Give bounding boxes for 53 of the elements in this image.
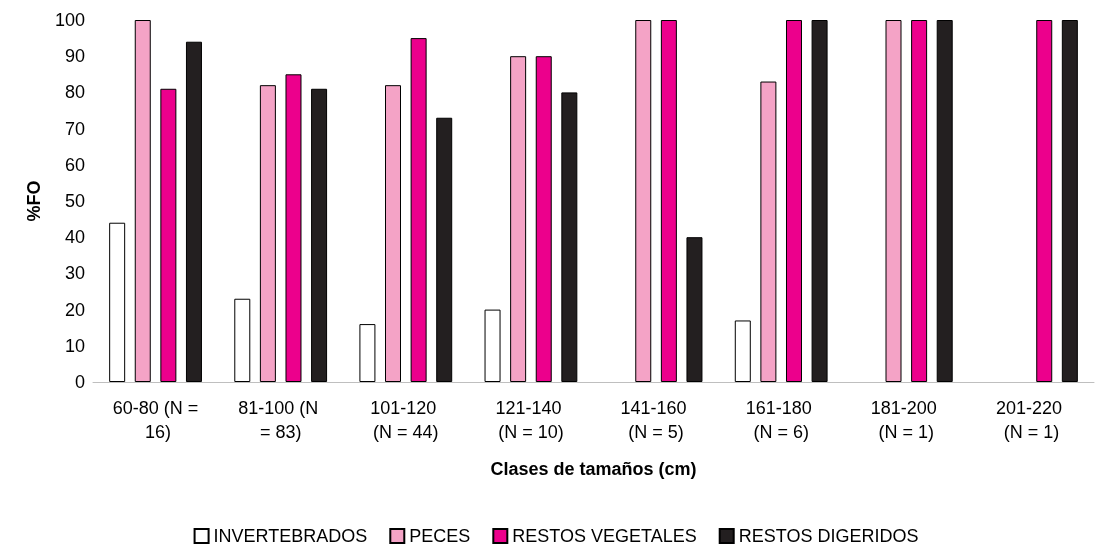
legend-label: RESTOS VEGETALES xyxy=(512,526,697,546)
y-tick-label: 40 xyxy=(64,227,85,248)
y-tick-label: 10 xyxy=(64,335,85,356)
x-tick-label: 201-220 (N = 1) xyxy=(995,398,1067,442)
y-tick-label: 0 xyxy=(74,372,85,392)
bar xyxy=(686,237,703,382)
bar xyxy=(234,298,251,382)
bar xyxy=(285,74,302,382)
bar xyxy=(911,20,928,382)
bar xyxy=(734,320,751,382)
x-tick-label: 181-200 (N = 1) xyxy=(870,398,942,442)
y-tick-label: 70 xyxy=(64,118,85,139)
bar xyxy=(785,20,802,382)
x-tick-label: 161-180 (N = 6) xyxy=(745,398,817,442)
y-tick-label: 100 xyxy=(54,10,85,30)
x-tick-label: 81-100 (N = 83) xyxy=(238,398,324,442)
y-tick-label: 30 xyxy=(64,263,85,284)
x-tick-label: 60-80 (N = 16) xyxy=(112,398,199,442)
bar xyxy=(811,20,828,382)
bar xyxy=(1061,20,1078,382)
legend-label: RESTOS DIGERIDOS xyxy=(738,526,919,546)
bar xyxy=(635,20,652,382)
y-axis-title: %FO xyxy=(24,180,44,222)
bar xyxy=(885,20,902,382)
bar xyxy=(436,117,453,382)
bar xyxy=(385,85,402,382)
legend-label: INVERTEBRADOS xyxy=(213,526,368,546)
bar xyxy=(185,41,202,382)
bar xyxy=(359,324,376,382)
y-tick-label: 60 xyxy=(64,154,85,175)
x-axis-title: Clases de tamaños (cm) xyxy=(490,459,697,479)
bar xyxy=(561,92,578,382)
bar xyxy=(160,88,177,382)
y-tick-label: 50 xyxy=(64,191,85,211)
bar xyxy=(109,222,126,382)
bar xyxy=(936,20,953,382)
bar xyxy=(410,38,427,382)
x-tick-label: 121-140 (N = 10) xyxy=(495,398,567,442)
x-tick-label: 141-160 (N = 5) xyxy=(620,398,692,442)
bar xyxy=(311,88,328,382)
y-tick-label: 80 xyxy=(64,82,85,103)
bar xyxy=(134,20,151,382)
x-tick-label: 101-120 (N = 44) xyxy=(370,398,442,442)
bar xyxy=(259,85,276,382)
bar xyxy=(535,56,552,382)
legend-label: PECES xyxy=(409,526,471,546)
y-tick-label: 20 xyxy=(64,299,85,320)
y-tick-label: 90 xyxy=(64,46,85,67)
bar xyxy=(660,20,677,382)
bar xyxy=(484,309,501,382)
bar xyxy=(510,56,527,382)
bar xyxy=(760,81,777,382)
bar xyxy=(1036,20,1053,382)
